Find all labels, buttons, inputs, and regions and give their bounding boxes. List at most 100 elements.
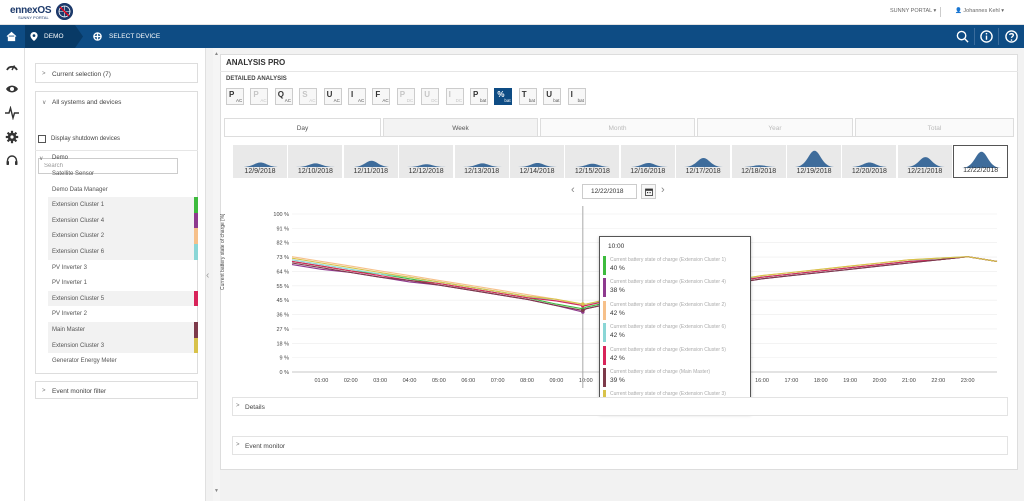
day-sparkline bbox=[795, 150, 834, 167]
channel-symbol: I bbox=[448, 90, 451, 99]
tab-week[interactable]: Week bbox=[383, 118, 538, 136]
tooltip-series-name: Current battery state of charge (Extensi… bbox=[610, 324, 726, 331]
day-cell[interactable]: 12/21/2018 bbox=[897, 145, 953, 178]
tooltip-color-bar bbox=[603, 278, 606, 298]
device-label: Main Master bbox=[52, 327, 86, 333]
device-label: Extension Cluster 1 bbox=[52, 202, 105, 209]
collapse-panel-icon[interactable]: ‹ bbox=[206, 270, 210, 281]
device-row[interactable]: Extension Cluster 4 bbox=[48, 212, 198, 229]
device-row[interactable]: Generator Energy Meter bbox=[48, 353, 198, 369]
day-sparkline bbox=[684, 158, 724, 167]
channel-button[interactable]: % bat bbox=[494, 88, 513, 105]
channel-button[interactable]: F AC bbox=[372, 88, 391, 105]
tooltip-series-value: 42 % bbox=[610, 354, 625, 362]
event-monitor-label: Event monitor bbox=[245, 443, 286, 450]
home-icon[interactable] bbox=[6, 31, 17, 42]
channel-button[interactable]: P DC bbox=[396, 88, 415, 105]
all-systems-header[interactable]: ∨ All systems and devices bbox=[36, 92, 197, 112]
nav-select-device[interactable]: SELECT DEVICE bbox=[93, 25, 160, 48]
channel-button[interactable]: S AC bbox=[299, 88, 318, 105]
analysis-pulse-icon[interactable] bbox=[5, 106, 19, 120]
day-label: 12/16/2018 bbox=[630, 168, 666, 175]
day-cell[interactable]: 12/13/2018 bbox=[454, 145, 510, 178]
previous-day-icon[interactable]: ‹ bbox=[571, 184, 575, 196]
date-input[interactable]: 12/22/2018 bbox=[582, 184, 637, 199]
topbar-divider bbox=[940, 7, 941, 17]
search-icon[interactable] bbox=[956, 30, 969, 43]
device-row[interactable]: Extension Cluster 3 bbox=[48, 337, 198, 354]
user-menu[interactable]: 👤 Johannes Kehl ▾ bbox=[955, 8, 1005, 14]
day-cell[interactable]: 12/10/2018 bbox=[288, 145, 344, 178]
calendar-button[interactable] bbox=[641, 184, 656, 199]
x-tick-label: 18:00 bbox=[814, 378, 828, 384]
scrollbar[interactable]: ▲ ▼ bbox=[213, 48, 220, 501]
day-cell[interactable]: 12/15/2018 bbox=[565, 145, 621, 178]
settings-gear-icon[interactable] bbox=[5, 130, 19, 144]
device-row[interactable]: Extension Cluster 1 bbox=[48, 197, 198, 213]
device-row[interactable]: PV Inverter 2 bbox=[48, 306, 198, 322]
day-cell[interactable]: 12/16/2018 bbox=[620, 145, 676, 178]
section-subtitle: DETAILED ANALYSIS bbox=[226, 76, 287, 82]
day-cell[interactable]: 12/20/2018 bbox=[842, 145, 898, 178]
device-row[interactable]: Extension Cluster 6 bbox=[48, 244, 198, 260]
day-cell[interactable]: 12/22/2018 bbox=[953, 145, 1009, 178]
channel-button[interactable]: Q AC bbox=[274, 88, 293, 105]
channel-button[interactable]: I DC bbox=[445, 88, 464, 105]
scroll-down-icon[interactable]: ▼ bbox=[214, 488, 219, 494]
channel-button[interactable]: P AC bbox=[226, 88, 244, 105]
device-row[interactable]: PV Inverter 3 bbox=[48, 260, 198, 276]
tree-root-demo[interactable]: Demo bbox=[52, 155, 69, 161]
day-cell[interactable]: 12/18/2018 bbox=[731, 145, 787, 178]
info-icon[interactable] bbox=[980, 30, 993, 43]
device-row[interactable]: Main Master bbox=[48, 322, 198, 338]
event-monitor-expander[interactable]: > Event monitor bbox=[232, 436, 1008, 455]
channel-button[interactable]: P AC bbox=[250, 88, 269, 105]
tab-day[interactable]: Day bbox=[224, 118, 381, 136]
channel-button[interactable]: U DC bbox=[421, 88, 440, 105]
channel-symbol: P bbox=[229, 90, 235, 99]
device-globe-icon bbox=[93, 32, 102, 41]
next-day-icon[interactable]: › bbox=[661, 184, 665, 196]
device-search-input[interactable] bbox=[38, 158, 178, 174]
tooltip-color-bar bbox=[603, 300, 606, 320]
tab-year[interactable]: Year bbox=[697, 118, 853, 136]
display-shutdown-checkbox[interactable] bbox=[38, 135, 46, 143]
support-headset-icon[interactable] bbox=[5, 154, 19, 168]
device-row[interactable]: Extension Cluster 5 bbox=[48, 290, 198, 307]
day-cell[interactable]: 12/11/2018 bbox=[343, 145, 399, 178]
calendar-icon bbox=[645, 188, 653, 196]
tooltip-series-name: Current battery state of charge (Extensi… bbox=[610, 301, 726, 308]
nav-demo-breadcrumb[interactable]: DEMO bbox=[30, 25, 64, 48]
monitoring-eye-icon[interactable] bbox=[5, 82, 19, 96]
channel-symbol: U bbox=[546, 90, 552, 99]
device-row[interactable]: PV Inverter 1 bbox=[48, 275, 198, 291]
scroll-up-icon[interactable]: ▲ bbox=[214, 51, 219, 57]
day-cell[interactable]: 12/14/2018 bbox=[510, 145, 565, 178]
channel-subscript: AC bbox=[333, 98, 340, 103]
device-row[interactable]: Demo Data Manager bbox=[48, 182, 198, 198]
current-selection-box[interactable]: > Current selection (7) bbox=[35, 63, 198, 83]
details-expander[interactable]: > Details bbox=[232, 397, 1008, 416]
tab-total[interactable]: Total bbox=[855, 118, 1014, 136]
day-cell[interactable]: 12/19/2018 bbox=[787, 145, 842, 178]
channel-symbol: P bbox=[473, 90, 479, 99]
x-tick-label: 04:00 bbox=[403, 378, 417, 384]
channel-button[interactable]: U AC bbox=[323, 88, 342, 105]
channel-subscript: bat bbox=[553, 98, 560, 103]
device-row[interactable]: Extension Cluster 2 bbox=[48, 228, 198, 244]
day-cell[interactable]: 12/17/2018 bbox=[676, 145, 732, 178]
help-icon[interactable] bbox=[1005, 30, 1018, 43]
device-row[interactable]: Satellite Sensor bbox=[48, 166, 198, 182]
tab-month[interactable]: Month bbox=[540, 118, 695, 136]
display-shutdown-label: Display shutdown devices bbox=[51, 136, 121, 142]
sunny-portal-link[interactable]: SUNNY PORTAL ▾ bbox=[890, 8, 937, 14]
event-monitor-filter-box[interactable]: > Event monitor filter bbox=[35, 381, 198, 399]
day-cell[interactable]: 12/9/2018 bbox=[233, 145, 288, 178]
dashboard-gauge-icon[interactable] bbox=[5, 60, 19, 74]
channel-button[interactable]: I AC bbox=[348, 88, 366, 105]
day-cell[interactable]: 12/12/2018 bbox=[399, 145, 455, 178]
